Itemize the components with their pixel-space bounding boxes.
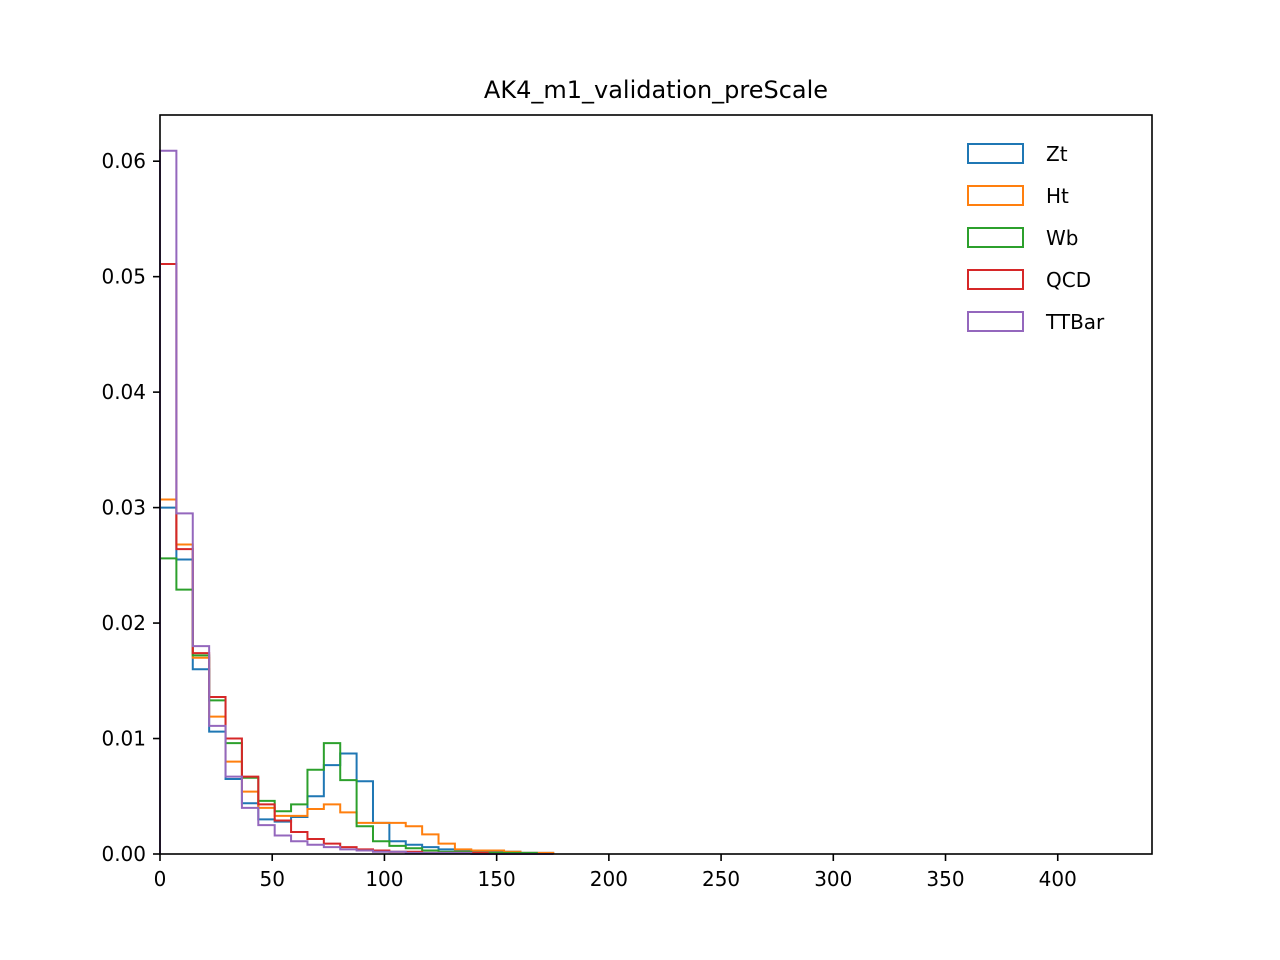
legend-swatch bbox=[967, 311, 1024, 332]
legend-swatch bbox=[967, 227, 1024, 248]
plot-area-frame bbox=[159, 114, 1153, 855]
y-tick-label: 0.01 bbox=[101, 727, 146, 751]
y-tick-label: 0.00 bbox=[101, 842, 146, 866]
x-tick-label: 50 bbox=[259, 867, 284, 891]
legend: Zt Ht Wb QCD TTBar bbox=[967, 142, 1105, 334]
x-tick-label: 400 bbox=[1039, 867, 1077, 891]
legend-swatch bbox=[967, 185, 1024, 206]
legend-label: TTBar bbox=[1045, 310, 1105, 334]
legend-item-wb: Wb bbox=[967, 226, 1078, 250]
legend-item-ttbar: TTBar bbox=[967, 310, 1105, 334]
legend-item-ht: Ht bbox=[967, 184, 1069, 208]
x-axis: 0 50 100 150 200 250 300 350 400 bbox=[154, 854, 1077, 891]
legend-label: Wb bbox=[1046, 226, 1078, 250]
legend-item-qcd: QCD bbox=[967, 268, 1091, 292]
x-tick-label: 300 bbox=[814, 867, 852, 891]
x-tick-label: 0 bbox=[154, 867, 167, 891]
y-tick-label: 0.06 bbox=[101, 149, 146, 173]
x-tick-label: 200 bbox=[590, 867, 628, 891]
x-tick-label: 150 bbox=[478, 867, 516, 891]
series-line-wb bbox=[159, 557, 554, 855]
y-tick-label: 0.03 bbox=[101, 496, 146, 520]
x-tick-label: 350 bbox=[926, 867, 964, 891]
series-layer bbox=[159, 149, 555, 855]
legend-swatch bbox=[967, 143, 1024, 164]
y-axis: 0.00 0.01 0.02 0.03 0.04 0.05 0.06 bbox=[101, 149, 160, 866]
legend-swatch bbox=[967, 269, 1024, 290]
x-tick-label: 100 bbox=[365, 867, 403, 891]
legend-label: Ht bbox=[1046, 184, 1069, 208]
legend-label: QCD bbox=[1046, 268, 1091, 292]
y-tick-label: 0.05 bbox=[101, 265, 146, 289]
y-tick-label: 0.04 bbox=[101, 380, 146, 404]
legend-item-zt: Zt bbox=[967, 142, 1068, 166]
series-line-ttbar bbox=[159, 149, 554, 855]
legend-label: Zt bbox=[1046, 142, 1068, 166]
series-line-ht bbox=[159, 498, 555, 854]
chart-title: AK4_m1_validation_preScale bbox=[484, 76, 828, 104]
x-tick-label: 250 bbox=[702, 867, 740, 891]
y-tick-label: 0.02 bbox=[101, 611, 146, 635]
